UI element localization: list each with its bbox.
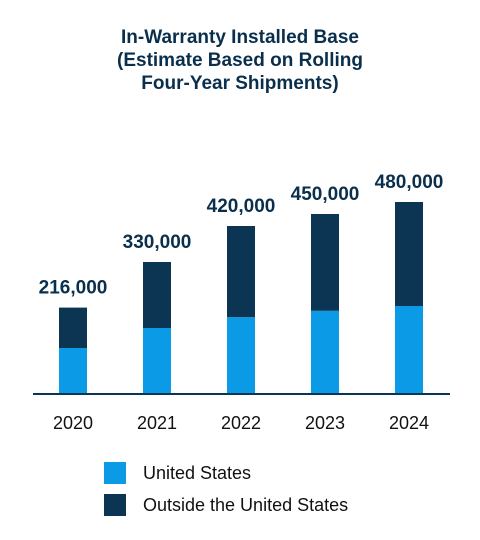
total-label-2022: 420,000	[207, 196, 276, 217]
x-tick-label-2020: 2020	[53, 413, 93, 433]
bar-2020-united-states	[59, 348, 87, 394]
legend-label-united-states: United States	[143, 462, 252, 483]
legend-label-outside-us: Outside the United States	[143, 494, 349, 515]
x-tick-label-2022: 2022	[221, 413, 261, 433]
legend-swatch-outside-us	[104, 494, 126, 516]
legend: United States Outside the United States	[104, 458, 348, 522]
x-tick-label-2024: 2024	[389, 413, 429, 433]
legend-item-united-states: United States	[104, 458, 348, 488]
legend-swatch-united-states	[104, 462, 126, 484]
legend-item-outside-us: Outside the United States	[104, 490, 348, 520]
x-tick-label-2021: 2021	[137, 413, 177, 433]
total-label-2021: 330,000	[123, 232, 192, 253]
total-label-2024: 480,000	[375, 172, 444, 193]
bar-2021-united-states	[143, 328, 171, 394]
bar-2024-united-states	[395, 306, 423, 394]
bar-2021-outside-us	[143, 262, 171, 328]
chart-title-line-3: Four-Year Shipments)	[141, 73, 339, 94]
total-label-2020: 216,000	[39, 278, 108, 299]
bar-2022-outside-us	[227, 226, 255, 318]
x-tick-label-2023: 2023	[305, 413, 345, 433]
bar-2023-outside-us	[311, 214, 339, 311]
total-label-2023: 450,000	[291, 184, 360, 205]
bar-2022-united-states	[227, 317, 255, 394]
chart-title: In-Warranty Installed Base (Estimate Bas…	[0, 26, 480, 95]
bar-2024-outside-us	[395, 202, 423, 306]
chart-title-line-2: (Estimate Based on Rolling	[117, 50, 363, 71]
bar-2023-united-states	[311, 310, 339, 394]
bar-2020-outside-us	[59, 307, 87, 348]
chart-title-line-1: In-Warranty Installed Base	[121, 27, 359, 48]
